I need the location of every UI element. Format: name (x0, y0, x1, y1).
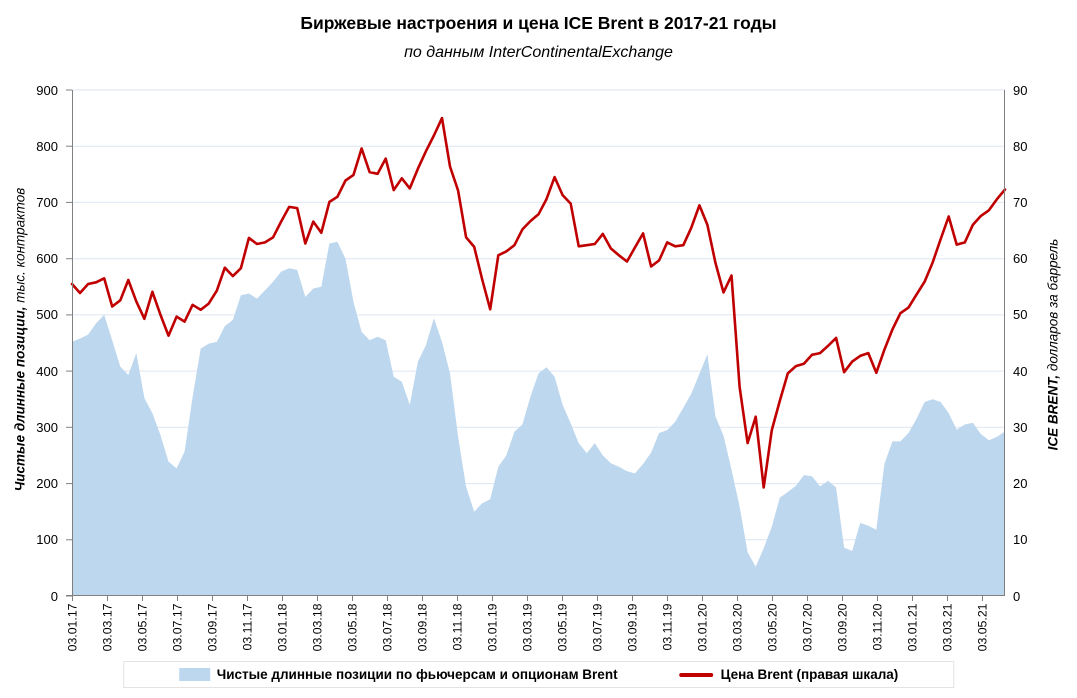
x-axis-tick-label: 03.07.19 (590, 603, 604, 652)
x-axis-tick-label: 03.09.18 (415, 603, 429, 652)
right-axis-tick-label: 70 (1013, 194, 1028, 210)
chart-subtitle: по данным InterContinentalExchange (404, 44, 673, 61)
left-axis-tick-label: 100 (36, 532, 58, 548)
x-axis-tick-label: 03.09.20 (835, 603, 849, 652)
x-axis-tick-label: 03.11.17 (240, 603, 254, 651)
x-axis-tick-label: 03.01.19 (485, 603, 499, 652)
x-axis-tick-label: 03.03.19 (520, 603, 534, 652)
x-axis-tick-label: 03.03.18 (310, 603, 324, 652)
right-axis-tick-label: 80 (1013, 138, 1028, 154)
legend-label-brent-price: Цена Brent (правая шкала) (720, 667, 899, 682)
right-axis-tick-label: 60 (1013, 251, 1028, 267)
left-axis-tick-label: 200 (36, 476, 58, 492)
brent-price-line-series (70, 116, 1007, 489)
left-axis-tick-label: 300 (36, 419, 58, 435)
right-axis-tick-label: 50 (1013, 307, 1028, 323)
area-swatch-icon (178, 668, 210, 681)
right-axis-tick-label: 90 (1013, 82, 1028, 98)
x-axis-tick-label: 03.03.20 (730, 603, 744, 652)
chart-title: Биржевые настроения и цена ICE Brent в 2… (300, 13, 777, 33)
x-axis-tick-label: 03.07.17 (170, 603, 184, 652)
right-axis-title-bold: ICE BRENT, (1045, 374, 1061, 451)
x-axis-tick-label: 03.11.19 (660, 603, 674, 651)
x-axis-tick-label: 03.01.17 (65, 603, 79, 652)
legend-item-brent-price: Цена Brent (правая шкала) (679, 667, 899, 682)
left-axis-title-bold: Чистые длинные позиции, (12, 306, 28, 492)
right-axis-tick-label: 40 (1013, 363, 1028, 379)
plot-svg (66, 89, 1007, 601)
left-axis-tick-label: 500 (36, 307, 58, 323)
right-axis-tick-label: 20 (1013, 476, 1028, 492)
x-axis-tick-label: 03.05.19 (555, 603, 569, 652)
line-swatch-icon (679, 672, 714, 677)
legend-item-net-long: Чистые длинные позиции по фьючерсам и оп… (178, 667, 618, 682)
x-axis-tick-label: 03.05.17 (135, 603, 149, 652)
right-axis-tick-label: 30 (1013, 419, 1028, 435)
legend-label-net-long: Чистые длинные позиции по фьючерсам и оп… (216, 667, 618, 682)
x-axis-tick-label: 03.05.21 (975, 603, 989, 652)
left-axis-tick-label: 700 (36, 194, 58, 210)
x-axis-tick-label: 03.05.18 (345, 603, 359, 652)
net-long-area-series (72, 241, 1005, 597)
x-axis-tick-label: 03.09.19 (625, 603, 639, 652)
left-axis-tick-label: 400 (36, 363, 58, 379)
left-axis-title: Чистые длинные позиции, тыс. контрактов (13, 170, 28, 510)
left-axis-tick-label: 600 (36, 251, 58, 267)
right-axis-title-rest: долларов за баррель (1045, 238, 1061, 375)
x-axis-tick-label: 03.11.20 (870, 603, 884, 651)
x-axis-tick-label: 03.05.20 (765, 603, 779, 652)
right-axis-tick-label: 0 (1013, 588, 1021, 604)
left-axis-tick-label: 0 (50, 588, 58, 604)
legend: Чистые длинные позиции по фьючерсам и оп… (122, 661, 955, 688)
x-axis-tick-label: 03.09.17 (205, 603, 219, 652)
right-axis-tick-label: 10 (1013, 532, 1028, 548)
right-axis-title: ICE BRENT, долларов за баррель (1046, 195, 1061, 495)
x-axis-tick-label: 03.11.18 (450, 603, 464, 651)
x-axis-tick-label: 03.01.20 (695, 603, 709, 652)
x-axis-tick-label: 03.01.21 (905, 603, 919, 652)
x-axis-tick-label: 03.07.18 (380, 603, 394, 652)
x-axis-tick-label: 03.03.17 (100, 603, 114, 652)
x-axis-tick-label: 03.07.20 (800, 603, 814, 652)
x-axis-tick-label: 03.03.21 (940, 603, 954, 652)
left-axis-tick-label: 900 (36, 82, 58, 98)
left-axis-tick-label: 800 (36, 138, 58, 154)
x-axis-tick-label: 03.01.18 (275, 603, 289, 652)
